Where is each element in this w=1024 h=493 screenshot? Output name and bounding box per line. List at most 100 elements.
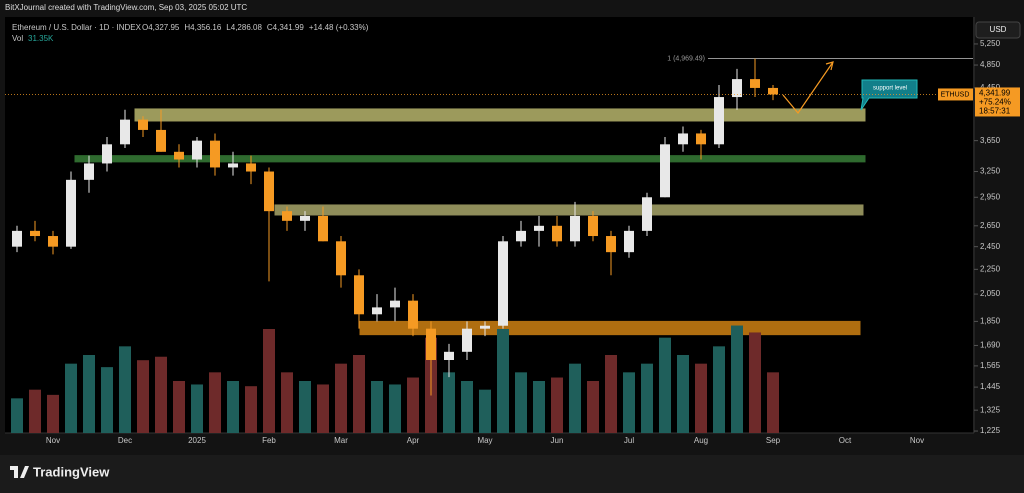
y-tick-label: 3,650 (980, 136, 1001, 145)
candle-body (714, 97, 724, 145)
x-tick-label: Mar (334, 436, 348, 445)
volume-bar (371, 381, 383, 433)
zone (74, 155, 866, 163)
ohlc-value: +14.48 (+0.33%) (309, 23, 369, 32)
candle-body (192, 140, 202, 160)
y-tick-label: 2,450 (980, 242, 1001, 251)
price-tag-value: 4,341.99 (979, 89, 1011, 98)
candle-body (264, 171, 274, 212)
x-tick-label: Jun (551, 436, 564, 445)
volume-bar (11, 398, 23, 433)
y-tick-label: 4,850 (980, 60, 1001, 69)
candle-body (228, 163, 238, 168)
volume-bar (659, 337, 671, 433)
x-tick-label: May (477, 436, 492, 445)
candle-body (732, 79, 742, 98)
volume-bar (281, 372, 293, 433)
y-tick-label: 5,250 (980, 39, 1001, 48)
candle-body (408, 300, 418, 329)
y-tick-label: 1,225 (980, 426, 1001, 435)
y-tick-label: 2,950 (980, 192, 1001, 201)
callout-text: support level (873, 86, 907, 92)
volume-bar (101, 367, 113, 433)
candle-body (570, 215, 580, 242)
plot: 1 (4,969.49) (11, 55, 973, 433)
candle-body (210, 140, 220, 168)
volume-bar (335, 363, 347, 433)
volume-bar (515, 372, 527, 433)
volume-bar (551, 377, 563, 433)
candle-body (318, 215, 328, 242)
x-tick-label: 2025 (188, 436, 206, 445)
y-tick-label: 1,325 (980, 405, 1001, 414)
volume-bar (623, 372, 635, 433)
currency[interactable]: USD (990, 25, 1007, 34)
candle-body (66, 179, 76, 247)
ohlc-value: H4,356.16 (184, 23, 221, 32)
y-tick-label: 1,850 (980, 316, 1001, 325)
volume-label: Vol (12, 34, 23, 43)
candle-body (678, 133, 688, 145)
y-tick-label: 2,050 (980, 289, 1001, 298)
volume-bar (749, 332, 761, 433)
symbol-tag (938, 88, 973, 101)
volume-bar (587, 381, 599, 433)
volume-bar (443, 372, 455, 433)
x-tick-label: Feb (262, 436, 276, 445)
volume-bar (209, 372, 221, 433)
volume-bar (407, 377, 419, 433)
y-tick-label: 2,250 (980, 264, 1001, 273)
volume-bar (497, 329, 509, 433)
candle-body (660, 144, 670, 198)
candle-body (30, 230, 40, 237)
volume-bar (263, 329, 275, 433)
currency-button[interactable] (975, 21, 1021, 39)
volume-bar (605, 355, 617, 433)
candle-body (426, 328, 436, 361)
y-tick-label: 1,565 (980, 361, 1001, 370)
volume-bar (389, 384, 401, 433)
volume-bar (119, 346, 131, 433)
volume-bar (65, 363, 77, 433)
brand: TradingView (33, 464, 110, 479)
candle-body (444, 351, 454, 361)
volume-bar (173, 381, 185, 433)
volume-bar (83, 355, 95, 433)
candle-body (390, 300, 400, 308)
x-tick-label: Nov (46, 436, 60, 445)
candle-body (120, 119, 130, 145)
symbol: ETHUSD (941, 91, 970, 98)
attribution: BitXJournal created with TradingView.com… (5, 3, 247, 12)
volume-bar (767, 372, 779, 433)
volume-bar (641, 363, 653, 433)
candle-body (516, 230, 526, 242)
arrow-head (825, 61, 834, 71)
volume-bar (479, 389, 491, 433)
zone (274, 204, 864, 216)
candle-body (138, 119, 148, 130)
y-tick-label: 1,445 (980, 382, 1001, 391)
volume-bar (29, 389, 41, 433)
candle-body (750, 79, 760, 88)
y-tick-label: 2,650 (980, 221, 1001, 230)
ohlc-value: L4,286.08 (226, 23, 262, 32)
volume-value: 31.35K (28, 34, 54, 43)
volume-bar (713, 346, 725, 433)
price-tag-countdown: 18:57:31 (979, 107, 1011, 116)
x-tick-label: Dec (118, 436, 132, 445)
candle-body (300, 215, 310, 221)
candle-body (372, 307, 382, 315)
volume-bar (245, 386, 257, 433)
volume-bar (353, 355, 365, 433)
ohlc-header: O4,327.95 H4,356.16 L4,286.08 C4,341.99 +14.… (142, 23, 369, 32)
candle-body (624, 230, 634, 253)
price-tag (975, 87, 1020, 117)
candle-body (552, 225, 562, 242)
candle-body (606, 236, 616, 253)
brand-logo (10, 466, 29, 478)
candle-body (156, 129, 166, 152)
candle-body (534, 225, 544, 231)
candle-body (642, 197, 652, 231)
x-tick-label: Nov (910, 436, 924, 445)
chart-title: Ethereum / U.S. Dollar · 1D · INDEX (12, 23, 142, 32)
